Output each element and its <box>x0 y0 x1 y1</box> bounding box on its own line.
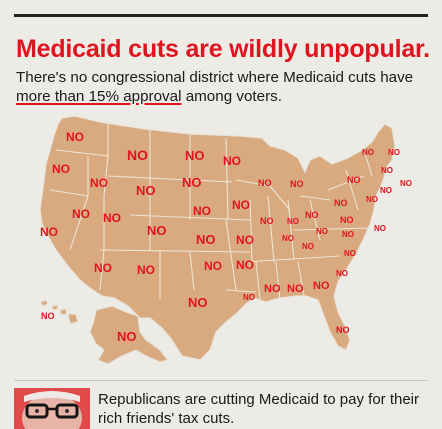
no-label-hi: NO <box>41 311 55 321</box>
no-label-mo: NO <box>236 233 254 247</box>
no-label-la: NO <box>243 293 255 302</box>
alaska-shape <box>89 305 170 365</box>
no-label-ma: NO <box>381 166 393 175</box>
no-label-il: NO <box>260 216 274 226</box>
no-label-ms: NO <box>264 283 281 295</box>
no-label-wv: NO <box>316 227 328 236</box>
no-label-ne: NO <box>193 204 211 218</box>
no-label-ct: NO <box>380 186 392 195</box>
hawaii-shape <box>39 299 79 325</box>
subhead: There's no congressional district where … <box>16 68 430 106</box>
no-label-ny: NO <box>347 175 361 185</box>
no-label-nd: NO <box>185 148 205 163</box>
no-label-sc: NO <box>336 269 348 278</box>
headline: Medicaid cuts are wildly unpopular. <box>16 35 430 63</box>
no-label-ia: NO <box>232 198 250 212</box>
face-with-glasses-icon <box>14 388 90 429</box>
no-label-ut: NO <box>103 211 121 225</box>
no-label-ky: NO <box>282 234 294 243</box>
no-label-vt: NO <box>362 148 374 157</box>
no-label-va: NO <box>340 215 354 225</box>
no-label-tx: NO <box>188 295 208 310</box>
no-label-al: NO <box>287 283 304 295</box>
no-label-pa: NO <box>334 198 348 208</box>
state-borders <box>49 122 373 301</box>
no-label-wi: NO <box>258 178 272 188</box>
no-label-oh: NO <box>305 210 319 220</box>
no-label-nj: NO <box>366 195 378 204</box>
no-labels: NO NO NO NO NO NO NO NO NO NO NO NO NO N… <box>40 130 412 344</box>
subhead-highlight: more than 15% approval <box>16 88 182 105</box>
no-label-ar: NO <box>236 258 254 272</box>
no-label-co: NO <box>147 223 167 238</box>
speaker-avatar <box>14 388 90 429</box>
no-label-de: NO <box>342 230 354 239</box>
no-label-sd: NO <box>182 175 202 190</box>
no-label-ri: NO <box>400 179 412 188</box>
no-label-mn: NO <box>223 154 241 168</box>
no-label-id: NO <box>90 176 108 190</box>
no-label-nm: NO <box>137 263 155 277</box>
no-label-wy: NO <box>136 183 156 198</box>
footer-text: Republicans are cutting Medicaid to pay … <box>98 391 420 427</box>
no-label-ak: NO <box>117 329 137 344</box>
no-label-mi: NO <box>290 179 304 189</box>
no-label-fl: NO <box>336 325 350 335</box>
footer-divider <box>14 380 428 381</box>
no-label-wa: NO <box>66 130 84 144</box>
no-label-ga: NO <box>313 280 330 292</box>
no-label-in: NO <box>287 217 299 226</box>
no-label-ok: NO <box>204 259 222 273</box>
no-label-or: NO <box>52 162 70 176</box>
no-label-nh: NO <box>388 148 400 157</box>
no-label-mt: NO <box>127 147 148 163</box>
subhead-text: There's no congressional district where … <box>16 69 414 86</box>
no-label-md: NO <box>374 224 386 233</box>
no-label-ca: NO <box>40 225 58 239</box>
no-label-ks: NO <box>196 232 216 247</box>
subhead-text-end: among voters. <box>181 88 282 105</box>
top-rule <box>14 14 428 17</box>
no-label-az: NO <box>94 261 112 275</box>
no-label-nv: NO <box>72 207 90 221</box>
no-label-nc: NO <box>344 249 356 258</box>
no-label-tn: NO <box>302 242 314 251</box>
